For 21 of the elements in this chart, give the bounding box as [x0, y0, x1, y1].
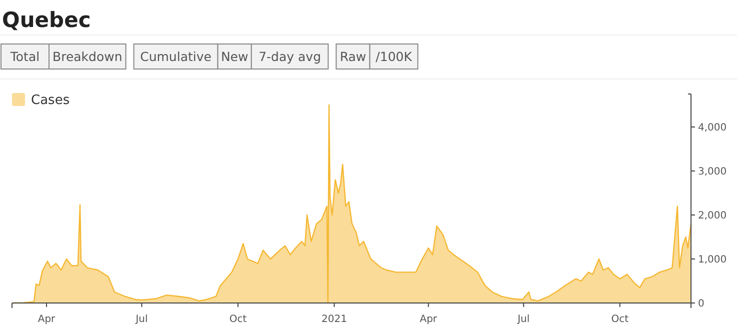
- y-tick-label: 2,000: [698, 210, 727, 222]
- text: Cumulative: [140, 49, 212, 64]
- y-tick-label: 1,000: [698, 254, 727, 266]
- legend-label: Cases: [31, 93, 70, 108]
- text: Breakdown: [52, 49, 122, 64]
- text: New: [220, 49, 248, 64]
- y-tick-label: 3,000: [698, 166, 727, 178]
- y-tick-label: 4,000: [698, 122, 727, 134]
- x-tick-label: Jul: [516, 314, 530, 325]
- text: 7-day avg: [258, 49, 322, 64]
- y-tick-label: 0: [698, 298, 704, 310]
- x-tick-label: 2021: [322, 314, 347, 325]
- chart-title: Quebec: [2, 8, 91, 32]
- text: Total: [9, 49, 40, 64]
- x-tick-label: Jul: [134, 314, 148, 325]
- x-tick-label: Oct: [611, 314, 629, 325]
- text: /100K: [376, 49, 413, 64]
- text: Raw: [340, 49, 366, 64]
- x-tick-label: Oct: [229, 314, 247, 325]
- x-tick-label: Apr: [420, 314, 438, 325]
- x-tick-label: Apr: [38, 314, 56, 325]
